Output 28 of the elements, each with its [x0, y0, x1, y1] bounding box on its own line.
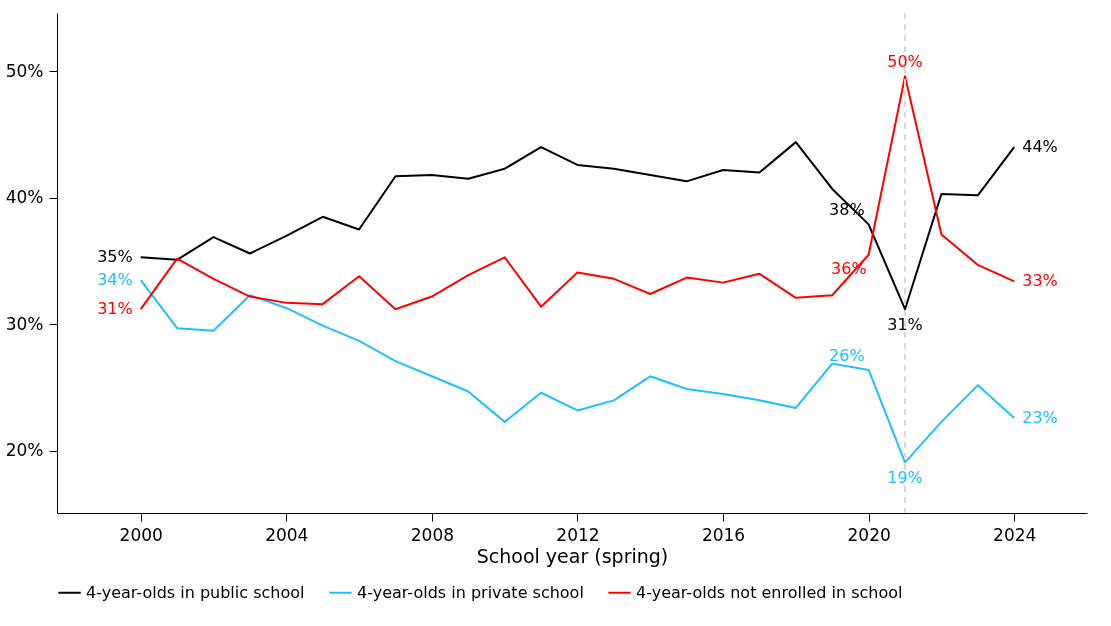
- x-tick-label: 2004: [265, 524, 309, 545]
- x-axis-title: School year (spring): [476, 544, 669, 567]
- legend-label: 4-year-olds in public school: [86, 582, 305, 602]
- data-label: 31%: [887, 315, 923, 335]
- data-label: 26%: [829, 345, 865, 365]
- data-label: 34%: [97, 270, 133, 290]
- x-tick-label: 2000: [119, 524, 163, 545]
- y-tick-label: 50%: [5, 60, 44, 81]
- line-series: [139, 75, 1016, 311]
- line-series: [139, 141, 1016, 311]
- data-label: 50%: [887, 52, 923, 72]
- x-tick-label: 2020: [847, 524, 891, 545]
- line-series: [139, 279, 1016, 464]
- legend-label: 4-year-olds not enrolled in school: [636, 582, 903, 602]
- data-label: 19%: [887, 468, 923, 488]
- data-label: 23%: [1022, 408, 1058, 428]
- x-tick-label: 2012: [556, 524, 600, 545]
- legend-label: 4-year-olds in private school: [357, 582, 584, 602]
- data-label: 44%: [1022, 137, 1058, 157]
- x-tick-label: 2016: [701, 524, 746, 545]
- data-label: 33%: [1022, 271, 1058, 291]
- y-tick-label: 40%: [5, 187, 44, 208]
- x-tick-label: 2008: [410, 524, 455, 545]
- y-tick-label: 20%: [5, 440, 44, 461]
- data-label: 31%: [97, 299, 133, 319]
- x-tick-label: 2024: [993, 524, 1037, 545]
- data-label: 35%: [97, 247, 133, 267]
- y-tick-label: 30%: [5, 313, 44, 334]
